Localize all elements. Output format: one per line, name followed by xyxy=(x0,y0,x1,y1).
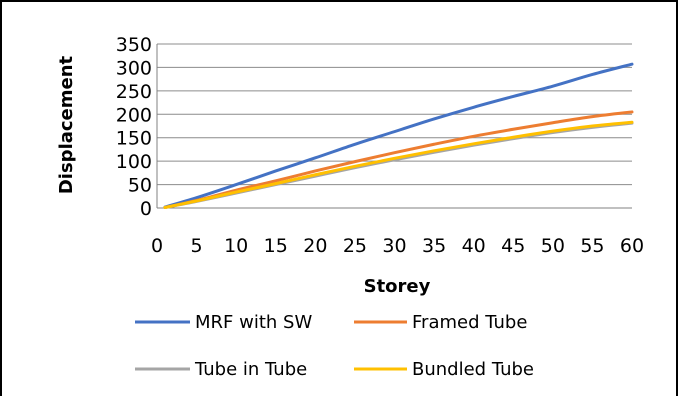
x-tick-label: 30 xyxy=(382,235,406,257)
x-tick-label: 35 xyxy=(422,235,446,257)
y-tick-label: 250 xyxy=(116,81,152,103)
axes xyxy=(156,44,632,209)
x-tick-label: 55 xyxy=(580,235,604,257)
legend-label-tube-in-tube: Tube in Tube xyxy=(194,359,307,380)
y-tick-label: 350 xyxy=(116,34,152,56)
series-line-mrf-with-sw xyxy=(163,62,634,209)
x-tick-label: 40 xyxy=(462,235,486,257)
legend: MRF with SW Framed Tube Tube in Tube Bundle… xyxy=(135,312,534,380)
legend-label-framed-tube: Framed Tube xyxy=(412,312,527,333)
x-axis-title: Storey xyxy=(364,276,431,297)
x-tick-label: 45 xyxy=(501,235,525,257)
y-tick-label: 100 xyxy=(116,151,152,173)
x-tick-label: 50 xyxy=(541,235,565,257)
series-lines xyxy=(163,62,634,210)
legend-item-tube-in-tube: Tube in Tube xyxy=(135,359,307,380)
legend-item-mrf-with-sw: MRF with SW xyxy=(135,312,312,333)
x-tick-label: 60 xyxy=(620,235,644,257)
series-line-bundled-tube xyxy=(163,120,634,210)
legend-label-mrf-with-sw: MRF with SW xyxy=(195,312,312,333)
series-line-tube-in-tube xyxy=(163,121,634,210)
y-tick-label: 150 xyxy=(116,128,152,150)
legend-item-framed-tube: Framed Tube xyxy=(354,312,527,333)
y-tick-label: 0 xyxy=(140,198,152,220)
x-tick-label: 5 xyxy=(191,235,203,257)
y-tick-label: 300 xyxy=(116,57,152,79)
legend-label-bundled-tube: Bundled Tube xyxy=(412,359,534,380)
y-tick-label: 50 xyxy=(128,175,152,197)
series-line-framed-tube xyxy=(163,110,634,210)
x-tick-label: 20 xyxy=(303,235,327,257)
y-axis-title: Displacement xyxy=(56,55,77,194)
x-tick-label: 10 xyxy=(224,235,248,257)
x-tick-label: 25 xyxy=(343,235,367,257)
gridlines xyxy=(157,43,632,186)
x-tick-label: 0 xyxy=(151,235,163,257)
x-tick-label: 15 xyxy=(264,235,288,257)
legend-item-bundled-tube: Bundled Tube xyxy=(354,359,534,380)
y-tick-label: 200 xyxy=(116,104,152,126)
